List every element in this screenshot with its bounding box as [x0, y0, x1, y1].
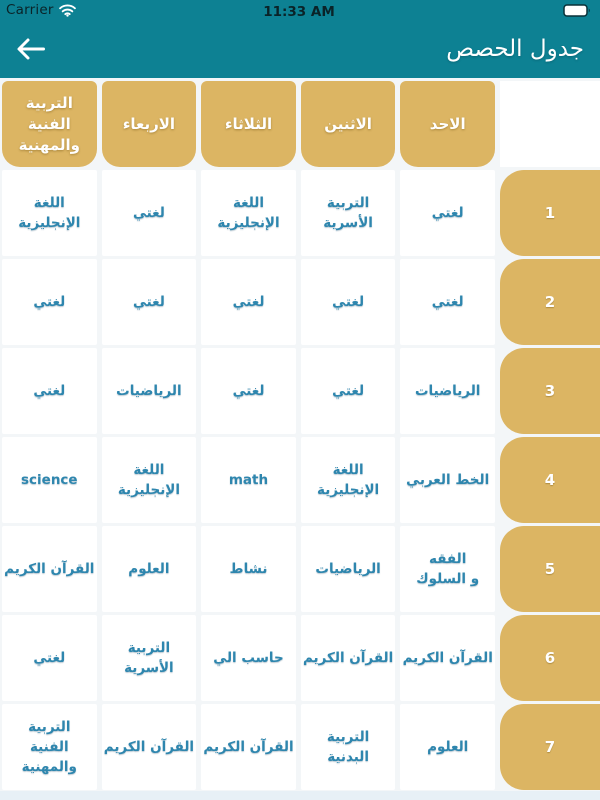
subject-cell: التربية الأسرية	[101, 615, 197, 701]
subject-cell: الرياضيات	[400, 348, 495, 434]
subject-cell: لغتي	[201, 259, 296, 345]
battery-icon	[563, 3, 592, 17]
subject-cell: لغتي	[2, 259, 97, 345]
subject-cell: الخط العربي	[400, 437, 495, 523]
clock-time: 11:33 AM	[263, 3, 335, 20]
subject-cell: لغتي	[400, 170, 495, 256]
day-header-cell: الثلاثاء	[201, 81, 296, 167]
day-header-cell: التربية الفنية والمهنية	[2, 81, 97, 167]
subject-cell: القرآن الكريم	[300, 615, 396, 701]
subject-cell: اللغة الإنجليزية	[101, 437, 197, 523]
period-number-cell: 3	[499, 348, 600, 434]
status-bar: Carrier 11:33 AM	[0, 0, 600, 20]
subject-cell: القرآن الكريم	[201, 704, 296, 790]
subject-cell: الفقه و السلوك	[400, 526, 495, 612]
subject-cell: العلوم	[400, 704, 495, 790]
subject-cell: حاسب الي	[201, 615, 296, 701]
subject-cell: القرآن الكريم	[400, 615, 495, 701]
subject-cell: التربية البدنية	[300, 704, 396, 790]
subject-cell: الرياضيات	[101, 348, 197, 434]
carrier-label: Carrier	[6, 2, 54, 18]
subject-cell: العلوم	[101, 526, 197, 612]
subject-cell: لغتي	[201, 348, 296, 434]
corner-blank-cell	[499, 81, 600, 167]
subject-cell: لغتي	[400, 259, 495, 345]
schedule-table: التربية الفنية والمهنية الاربعاء الثلاثا…	[0, 81, 600, 790]
period-number-cell: 6	[499, 615, 600, 701]
day-header-cell: الاثنين	[300, 81, 396, 167]
subject-cell: science	[2, 437, 97, 523]
subject-cell: math	[201, 437, 296, 523]
subject-cell: نشاط	[201, 526, 296, 612]
subject-cell: الرياضيات	[300, 526, 396, 612]
subject-cell: لغتي	[2, 615, 97, 701]
period-number-cell: 4	[499, 437, 600, 523]
subject-cell: التربية الفنية والمهنية	[2, 704, 97, 790]
day-header-cell: الاحد	[400, 81, 495, 167]
subject-cell: اللغة الإنجليزية	[2, 170, 97, 256]
subject-cell: القرآن الكريم	[2, 526, 97, 612]
wifi-icon	[58, 4, 76, 17]
app-header: Carrier 11:33 AM	[0, 0, 600, 78]
period-number-cell: 1	[499, 170, 600, 256]
subject-cell: القرآن الكريم	[101, 704, 197, 790]
nav-bar: جدول الحصص	[0, 20, 600, 78]
day-header-cell: الاربعاء	[101, 81, 197, 167]
page-title: جدول الحصص	[446, 36, 584, 62]
subject-cell: التربية الأسرية	[300, 170, 396, 256]
period-number-cell: 5	[499, 526, 600, 612]
subject-cell: لغتي	[101, 170, 197, 256]
back-button[interactable]	[16, 37, 46, 61]
bottom-strip	[0, 791, 600, 800]
subject-cell: لغتي	[300, 259, 396, 345]
back-arrow-icon	[16, 37, 46, 61]
subject-cell: لغتي	[300, 348, 396, 434]
subject-cell: لغتي	[2, 348, 97, 434]
subject-cell: لغتي	[101, 259, 197, 345]
subject-cell: اللغة الإنجليزية	[300, 437, 396, 523]
subject-cell: اللغة الإنجليزية	[201, 170, 296, 256]
period-number-cell: 2	[499, 259, 600, 345]
period-number-cell: 7	[499, 704, 600, 790]
